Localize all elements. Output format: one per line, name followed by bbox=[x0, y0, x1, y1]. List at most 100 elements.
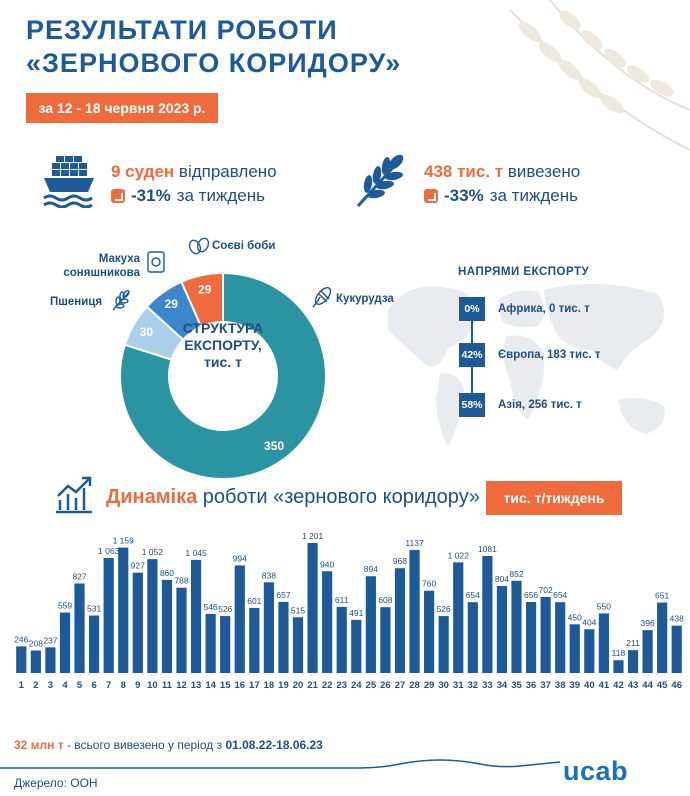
bar-week-number: 25 bbox=[366, 680, 377, 691]
dynamics-title-highlight: Динаміка bbox=[106, 486, 198, 508]
footer-wave-decoration bbox=[0, 759, 560, 769]
bar-week-number: 43 bbox=[628, 680, 639, 691]
bar-week-3 bbox=[45, 647, 56, 673]
bar-value-label: 526 bbox=[218, 604, 232, 614]
bar-value-label: 827 bbox=[72, 571, 86, 581]
bar-week-13 bbox=[190, 559, 202, 673]
direction-asia-label: Азія, 256 тис. т bbox=[498, 399, 582, 411]
donut-center-line3: тис. т bbox=[204, 354, 242, 370]
bar-week-20 bbox=[292, 617, 304, 673]
bar-week-number: 27 bbox=[395, 680, 406, 691]
bar-week-number: 24 bbox=[351, 680, 362, 691]
period-badge: за 12 - 18 червня 2023 р. bbox=[26, 93, 218, 123]
bar-week-38 bbox=[555, 602, 566, 673]
bar-week-37 bbox=[540, 597, 551, 673]
bar-week-number: 8 bbox=[121, 680, 126, 691]
bar-week-number: 39 bbox=[569, 680, 580, 691]
down-arrow-icon bbox=[424, 189, 438, 203]
direction-europe-pct: 42% bbox=[459, 343, 485, 367]
bar-value-label: 656 bbox=[524, 590, 538, 600]
bar-value-label: 450 bbox=[568, 612, 582, 622]
bar-week-4 bbox=[59, 612, 71, 673]
bar-week-26 bbox=[380, 607, 391, 673]
bar-week-30 bbox=[438, 616, 449, 673]
bar-value-label: 968 bbox=[393, 556, 407, 566]
bar-week-29 bbox=[424, 590, 435, 673]
donut-value-wheat: 30 bbox=[140, 325, 154, 339]
bar-week-11 bbox=[161, 579, 173, 673]
direction-europe-label: Європа, 183 тис. т bbox=[498, 349, 601, 361]
bar-week-10 bbox=[147, 559, 158, 673]
bar-week-number: 22 bbox=[322, 680, 333, 691]
bar-week-39 bbox=[569, 624, 580, 673]
label-soy: Соєві боби bbox=[212, 240, 276, 252]
bar-value-label: 1 045 bbox=[185, 548, 207, 558]
bar-week-9 bbox=[132, 572, 143, 673]
bar-week-number: 11 bbox=[162, 680, 173, 691]
bar-week-number: 21 bbox=[307, 680, 318, 691]
ships-delta-suffix: за тиждень bbox=[176, 186, 265, 205]
bar-week-number: 20 bbox=[293, 680, 304, 691]
bar-value-label: 702 bbox=[539, 585, 553, 595]
bar-week-number: 10 bbox=[147, 680, 158, 691]
bar-week-number: 42 bbox=[613, 680, 624, 691]
bar-week-44 bbox=[642, 630, 653, 673]
bar-week-46 bbox=[671, 625, 682, 673]
bar-week-40 bbox=[584, 629, 595, 673]
bar-value-label: 118 bbox=[612, 648, 626, 658]
ships-count: 9 суден bbox=[111, 162, 175, 181]
bar-value-label: 804 bbox=[495, 574, 509, 584]
down-arrow-icon bbox=[111, 189, 125, 203]
bar-week-number: 44 bbox=[642, 680, 653, 691]
bar-value-label: 526 bbox=[437, 604, 451, 614]
sunflower-cake-icon bbox=[147, 251, 165, 273]
bar-week-number: 33 bbox=[482, 680, 493, 691]
tonnage-delta-value: -33% bbox=[444, 186, 484, 205]
page-title-line2: «ЗЕРНОВОГО КОРИДОРУ» bbox=[26, 48, 402, 78]
ships-delta-value: -31% bbox=[131, 186, 171, 205]
bar-week-number: 16 bbox=[234, 680, 245, 691]
bar-week-21 bbox=[307, 543, 318, 673]
direction-asia-pct: 58% bbox=[459, 393, 485, 417]
bar-week-27 bbox=[394, 568, 406, 673]
donut-center-line1: СТРУКТУРА bbox=[182, 320, 264, 336]
bar-value-label: 211 bbox=[626, 638, 640, 648]
bar-value-label: 651 bbox=[655, 591, 669, 601]
bar-value-label: 1 159 bbox=[113, 536, 135, 546]
bar-week-number: 14 bbox=[205, 680, 216, 691]
bar-week-number: 30 bbox=[438, 680, 449, 691]
bar-week-number: 4 bbox=[62, 680, 68, 691]
ships-sent-text: 9 суден відправлено bbox=[111, 162, 277, 182]
bar-value-label: 1 052 bbox=[142, 547, 164, 557]
tonnage-value: 438 тис. т bbox=[424, 162, 504, 181]
bar-week-number: 40 bbox=[584, 680, 595, 691]
bar-week-15 bbox=[220, 616, 231, 673]
wheat-decoration-icon bbox=[509, 0, 690, 151]
bar-week-number: 32 bbox=[468, 680, 479, 691]
bar-value-label: 396 bbox=[640, 618, 654, 628]
bar-value-label: 654 bbox=[466, 590, 480, 600]
bar-week-36 bbox=[525, 601, 537, 673]
tonnage-suffix: вивезено bbox=[503, 162, 581, 181]
bar-week-number: 12 bbox=[176, 680, 187, 691]
tonnage-text: 438 тис. т вивезено bbox=[424, 162, 580, 182]
label-sunflower-line2: соняшникова bbox=[63, 267, 140, 279]
bar-week-28 bbox=[409, 549, 420, 673]
bar-value-label: 1137 bbox=[405, 538, 424, 548]
bar-week-8 bbox=[118, 547, 129, 673]
bar-week-22 bbox=[322, 571, 333, 673]
bar-week-41 bbox=[598, 613, 609, 673]
bar-value-label: 531 bbox=[87, 604, 101, 614]
donut-center-label: СТРУКТУРА ЕКСПОРТУ, тис. т bbox=[168, 320, 278, 371]
page-title-line1: РЕЗУЛЬТАТИ РОБОТИ bbox=[26, 15, 338, 45]
bar-week-7 bbox=[103, 557, 114, 673]
bar-value-label: 515 bbox=[291, 605, 305, 615]
bar-week-45 bbox=[657, 602, 668, 673]
wheat-ear-icon bbox=[356, 154, 404, 208]
bar-value-label: 611 bbox=[335, 595, 349, 605]
total-exported-line: 32 млн т - всього вивезено у період з 01… bbox=[14, 738, 323, 752]
bar-week-43 bbox=[627, 650, 639, 673]
label-corn: Кукурудза bbox=[336, 293, 394, 305]
bar-value-label: 1 063 bbox=[98, 546, 120, 556]
donut-value-sunflower-cake: 29 bbox=[165, 297, 179, 311]
